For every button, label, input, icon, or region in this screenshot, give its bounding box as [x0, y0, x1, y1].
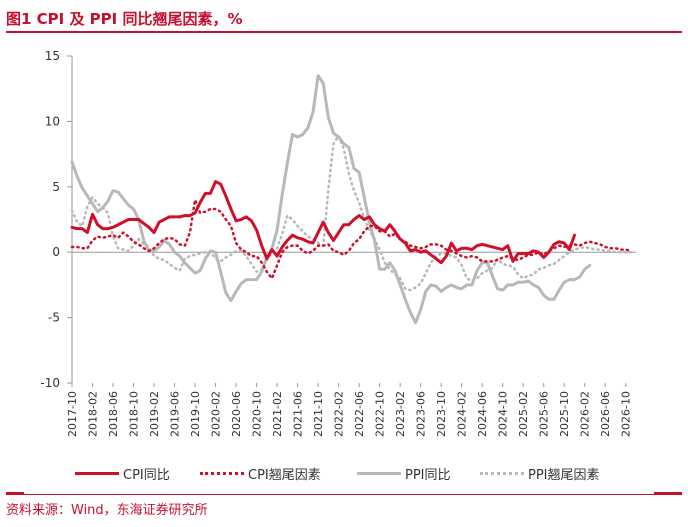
x-tick-label: 2018-02	[87, 391, 100, 437]
x-tick-label: 2026-02	[579, 391, 592, 437]
series-line-3	[70, 134, 633, 292]
x-tick-label: 2021-02	[271, 391, 284, 437]
x-tick-label: 2026-10	[620, 391, 633, 437]
legend-label-ppi: PPI同比	[405, 467, 451, 483]
x-tick-label: 2019-02	[148, 391, 161, 437]
x-tick-label: 2022-06	[353, 391, 366, 437]
x-tick-label: 2023-02	[394, 391, 407, 437]
source-note: 资料来源：Wind，东海证券研究所	[6, 503, 208, 518]
x-tick-label: 2022-10	[374, 391, 387, 437]
x-tick-label: 2020-06	[230, 391, 243, 437]
legend-swatch-cpi-carryover	[200, 471, 244, 475]
series-line-2	[70, 74, 592, 325]
x-tick-label: 2024-06	[476, 391, 489, 437]
line-chart: 15 10 5 0 -5 -10 2017-10 2018-02 2018-06 2018-10…	[40, 49, 636, 437]
legend-item-cpi-carryover: CPI翘尾因素	[200, 464, 321, 483]
y-tick-label: 15	[45, 49, 60, 63]
x-tick-label: 2024-10	[497, 391, 510, 437]
legend-item-cpi: CPI同比	[75, 464, 170, 483]
footer-divider-left-mark	[6, 492, 24, 495]
series-line-1	[70, 198, 633, 280]
y-tick-label: -10	[40, 376, 60, 390]
x-tick-label: 2022-02	[333, 391, 346, 437]
title-divider	[6, 31, 682, 33]
legend-item-ppi: PPI同比	[357, 464, 451, 483]
x-tick-label: 2023-06	[415, 391, 428, 437]
x-tick-label: 2025-10	[558, 391, 571, 437]
footer-divider	[6, 494, 682, 495]
legend-swatch-ppi-carryover	[480, 471, 524, 475]
legend-item-ppi-carryover: PPI翘尾因素	[480, 464, 600, 483]
series-line-0	[70, 180, 576, 265]
x-tick-label: 2021-06	[292, 391, 305, 437]
x-tick-label: 2024-02	[456, 391, 469, 437]
x-tick-label: 2025-02	[517, 391, 530, 437]
x-tick-label: 2019-06	[169, 391, 182, 437]
legend-label-cpi-carryover: CPI翘尾因素	[248, 467, 321, 483]
x-tick-label: 2018-06	[107, 391, 120, 437]
x-tick-label: 2020-10	[251, 391, 264, 437]
x-tick-label: 2020-02	[210, 391, 223, 437]
legend-label-ppi-carryover: PPI翘尾因素	[528, 467, 600, 483]
y-tick-label: -5	[48, 311, 60, 325]
footer-divider-right-mark	[654, 492, 682, 495]
x-tick-label: 2017-10	[66, 391, 79, 437]
x-tick-label: 2021-10	[312, 391, 325, 437]
y-tick-label: 10	[45, 114, 60, 128]
x-tick-label: 2025-06	[538, 391, 551, 437]
y-tick-label: 0	[52, 245, 60, 259]
y-tick-label: 5	[52, 180, 60, 194]
x-tick-label: 2026-06	[599, 391, 612, 437]
legend-swatch-ppi	[357, 471, 401, 475]
chart-title: 图1 CPI 及 PPI 同比翘尾因素，%	[6, 10, 243, 28]
legend-label-cpi: CPI同比	[123, 467, 170, 483]
x-tick-label: 2018-10	[128, 391, 141, 437]
chart-legend: CPI同比 CPI翘尾因素 PPI同比 PPI翘尾因素	[75, 464, 635, 483]
x-tick-label: 2023-10	[435, 391, 448, 437]
x-tick-label: 2019-10	[189, 391, 202, 437]
legend-swatch-cpi	[75, 471, 119, 475]
